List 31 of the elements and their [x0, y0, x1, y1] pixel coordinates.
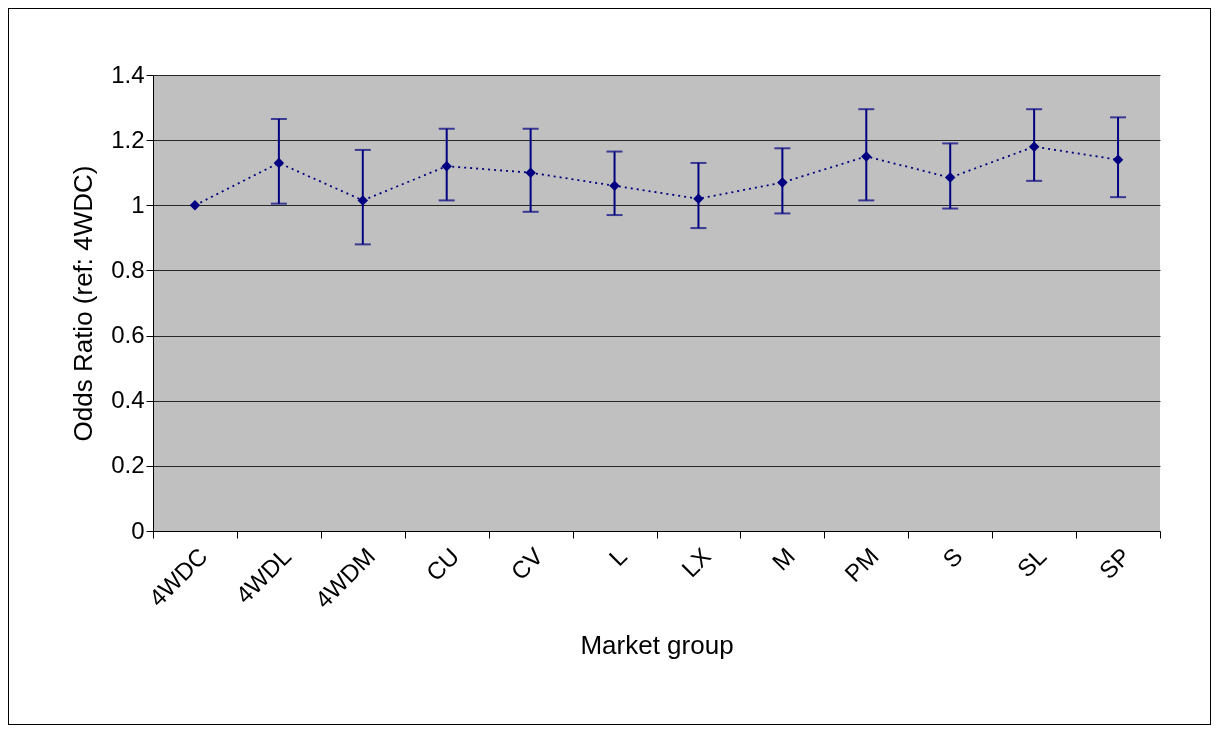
point [861, 151, 872, 162]
x-tick-label: SL [1011, 542, 1052, 583]
x-tick-label: CV [505, 542, 549, 586]
point [273, 157, 285, 169]
x-tick-label: CU [420, 542, 465, 586]
y-tick-label: 0 [131, 516, 145, 544]
point [693, 193, 704, 205]
y-tick-label: 0.4 [111, 386, 145, 414]
x-tick-label: L [603, 542, 633, 571]
x-axis-title: Market group [580, 630, 734, 661]
x-tick-label: M [766, 542, 800, 576]
y-tick-label: 1 [131, 190, 145, 218]
point [357, 195, 369, 206]
y-tick-label: 0.8 [111, 255, 145, 283]
x-tick-label: LX [676, 542, 716, 583]
point [189, 200, 201, 211]
point [525, 167, 536, 178]
point [944, 172, 956, 183]
x-tick-label: S [937, 542, 968, 573]
x-tick-label: SP [1093, 542, 1136, 585]
y-tick-label: 0.6 [111, 321, 145, 349]
point [441, 160, 452, 172]
point [1112, 154, 1124, 165]
point [1028, 141, 1040, 152]
point [777, 177, 788, 188]
y-tick-label: 1.2 [111, 125, 145, 153]
y-tick-label: 0.2 [111, 451, 145, 479]
point [609, 180, 620, 191]
y-axis-title: Odds Ratio (ref: 4WDC) [68, 165, 99, 442]
y-tick-label: 1.4 [111, 60, 145, 88]
x-tick-label: PM [839, 542, 884, 587]
